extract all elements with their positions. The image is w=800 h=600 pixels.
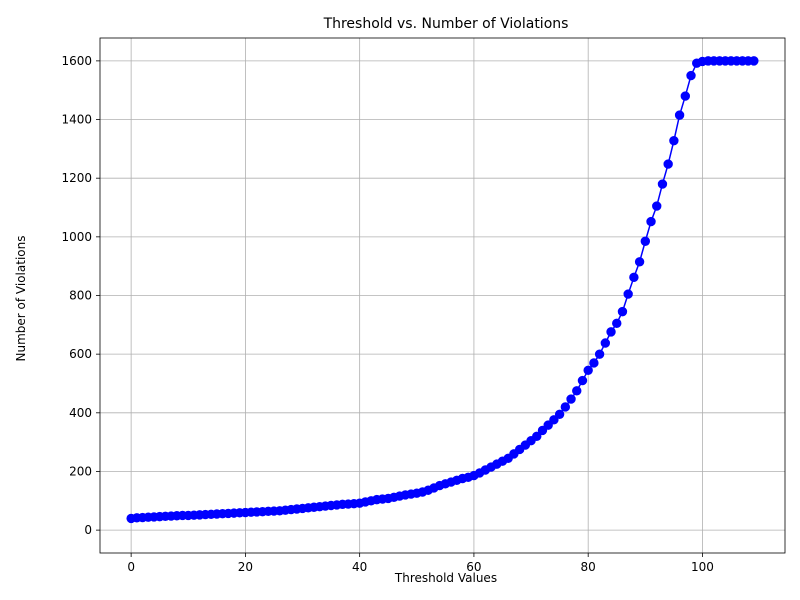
- x-tick-label: 100: [691, 560, 714, 574]
- y-tick-label: 1400: [61, 113, 92, 127]
- x-axis-label: Threshold Values: [394, 571, 497, 585]
- y-tick-label: 1000: [61, 230, 92, 244]
- data-point: [560, 402, 571, 412]
- data-point: [646, 216, 656, 227]
- data-point: [543, 420, 553, 430]
- x-tick-label: 60: [466, 560, 481, 574]
- data-point: [640, 236, 651, 246]
- data-point: [623, 289, 633, 299]
- y-tick-label: 600: [69, 347, 92, 361]
- y-tick-label: 1600: [61, 54, 92, 68]
- data-point: [669, 135, 679, 146]
- data-point: [749, 56, 759, 66]
- y-axis-label: Number of Violations: [14, 236, 28, 362]
- y-tick-label: 1200: [61, 171, 92, 185]
- data-point: [600, 338, 611, 348]
- data-point: [606, 327, 616, 337]
- data-point: [686, 70, 696, 81]
- data-point: [594, 349, 605, 359]
- data-point: [577, 375, 588, 386]
- data-point: [572, 386, 582, 396]
- data-points: [126, 56, 759, 524]
- data-point: [663, 159, 673, 169]
- data-point: [680, 91, 691, 101]
- data-point: [549, 415, 559, 425]
- chart-title: Threshold vs. Number of Violations: [323, 16, 569, 32]
- y-tick-label: 400: [69, 406, 92, 420]
- x-tick-label: 20: [238, 560, 253, 574]
- data-point: [657, 179, 668, 189]
- data-point: [589, 358, 599, 368]
- data-point: [617, 306, 628, 317]
- data-point: [554, 409, 565, 419]
- x-tick-label: 40: [352, 560, 367, 574]
- data-point: [652, 201, 662, 211]
- grid: [100, 38, 785, 553]
- y-tick-label: 200: [69, 464, 92, 478]
- data-point: [634, 257, 645, 267]
- data-point: [537, 425, 548, 436]
- y-tick-label: 0: [84, 523, 92, 537]
- data-point: [674, 110, 685, 120]
- data-point: [566, 394, 576, 404]
- data-point: [583, 365, 593, 375]
- data-point: [532, 431, 542, 441]
- data-point: [629, 272, 639, 283]
- y-tick-label: 800: [69, 289, 92, 303]
- data-point: [612, 318, 622, 329]
- series-violations: [126, 56, 759, 524]
- axis-ticks: 0 20 40 60 80 1000200400600800100012001400160…: [61, 54, 713, 574]
- x-tick-label: 80: [581, 560, 596, 574]
- x-tick-label: 0: [127, 560, 135, 574]
